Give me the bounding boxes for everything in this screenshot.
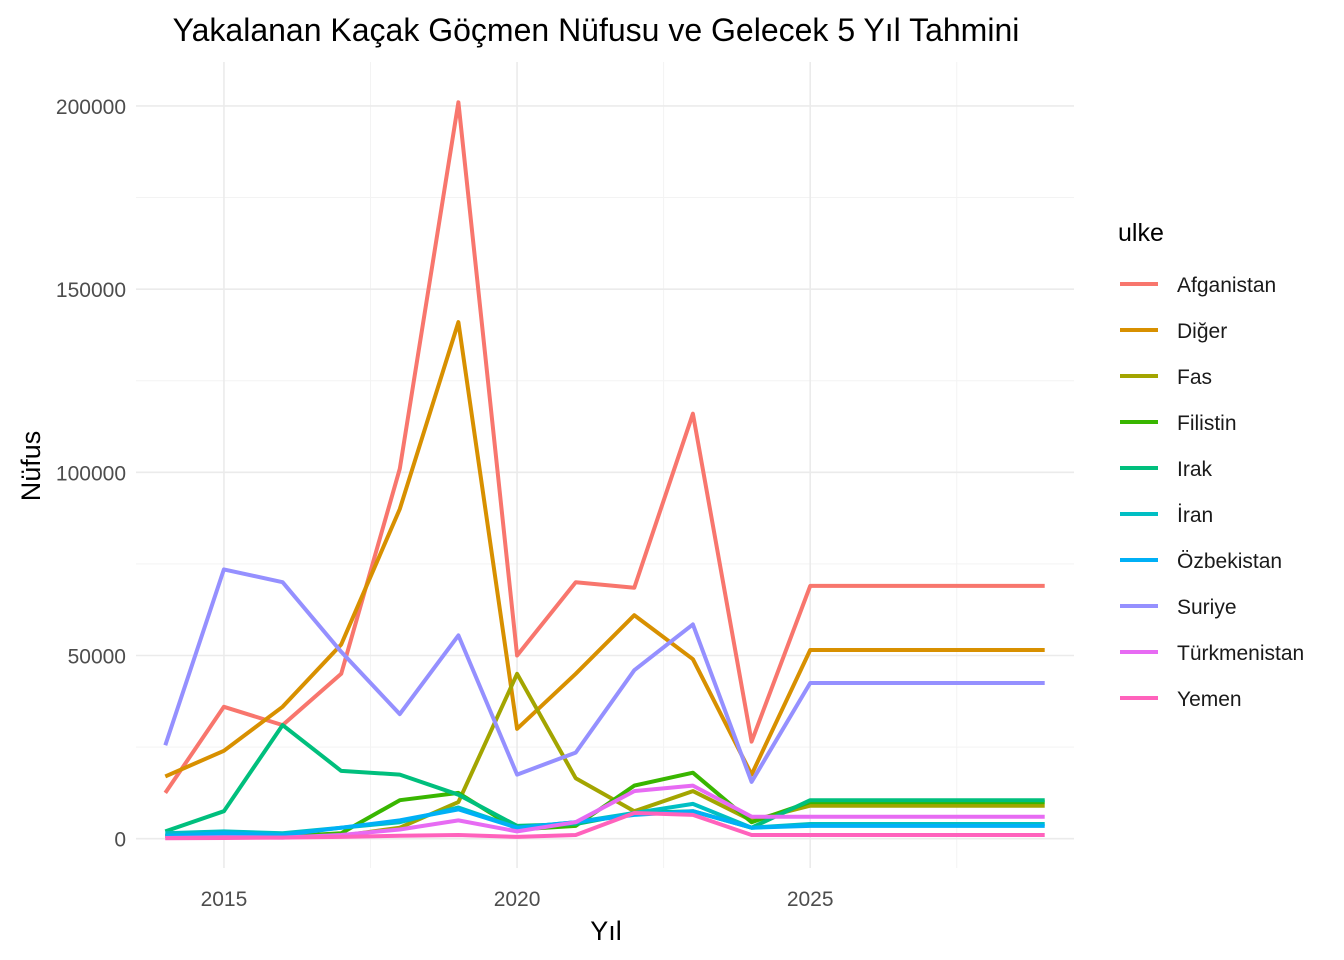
- y-tick-label: 150000: [56, 279, 126, 302]
- y-tick-label: 200000: [56, 96, 126, 119]
- legend-title: ulke: [1118, 219, 1164, 247]
- series-line: [165, 807, 1045, 838]
- y-tick-label: 0: [114, 829, 126, 852]
- y-axis-title: Nüfus: [16, 431, 46, 502]
- plot-lines: [163, 100, 1045, 841]
- legend-label: İran: [1177, 504, 1213, 527]
- y-tick-label: 100000: [56, 462, 126, 485]
- x-tick-label: 2020: [494, 888, 541, 911]
- legend-label: Fas: [1177, 366, 1212, 389]
- legend-label: Özbekistan: [1177, 550, 1282, 573]
- series-line: [163, 100, 1045, 795]
- series-line: [163, 567, 1045, 784]
- legend-label: Türkmenistan: [1177, 642, 1304, 665]
- x-axis-title: Yıl: [590, 916, 622, 946]
- series-line: [165, 671, 1045, 839]
- grid: [136, 62, 1074, 868]
- chart-title: Yakalanan Kaçak Göçmen Nüfusu ve Gelecek…: [173, 12, 1020, 48]
- x-tick-label: 2015: [201, 888, 248, 911]
- x-axis-ticks: 2015 2020 2025: [201, 888, 834, 911]
- legend-label: Suriye: [1177, 596, 1237, 619]
- legend-label: Diğer: [1177, 320, 1227, 343]
- y-tick-label: 50000: [68, 646, 126, 669]
- legend-label: Filistin: [1177, 412, 1237, 435]
- x-tick-label: 2025: [787, 888, 834, 911]
- legend-label: Afganistan: [1177, 274, 1276, 297]
- series-line: [164, 320, 1045, 779]
- series-line: [165, 811, 1045, 841]
- legend-label: Yemen: [1177, 688, 1242, 711]
- legend: ulke Afganistan Diğer Fas Filistin Irak İran Ö…: [1118, 219, 1304, 711]
- legend-label: Irak: [1177, 458, 1213, 481]
- y-axis-ticks: 0 50000 100000 150000 200000: [56, 96, 126, 852]
